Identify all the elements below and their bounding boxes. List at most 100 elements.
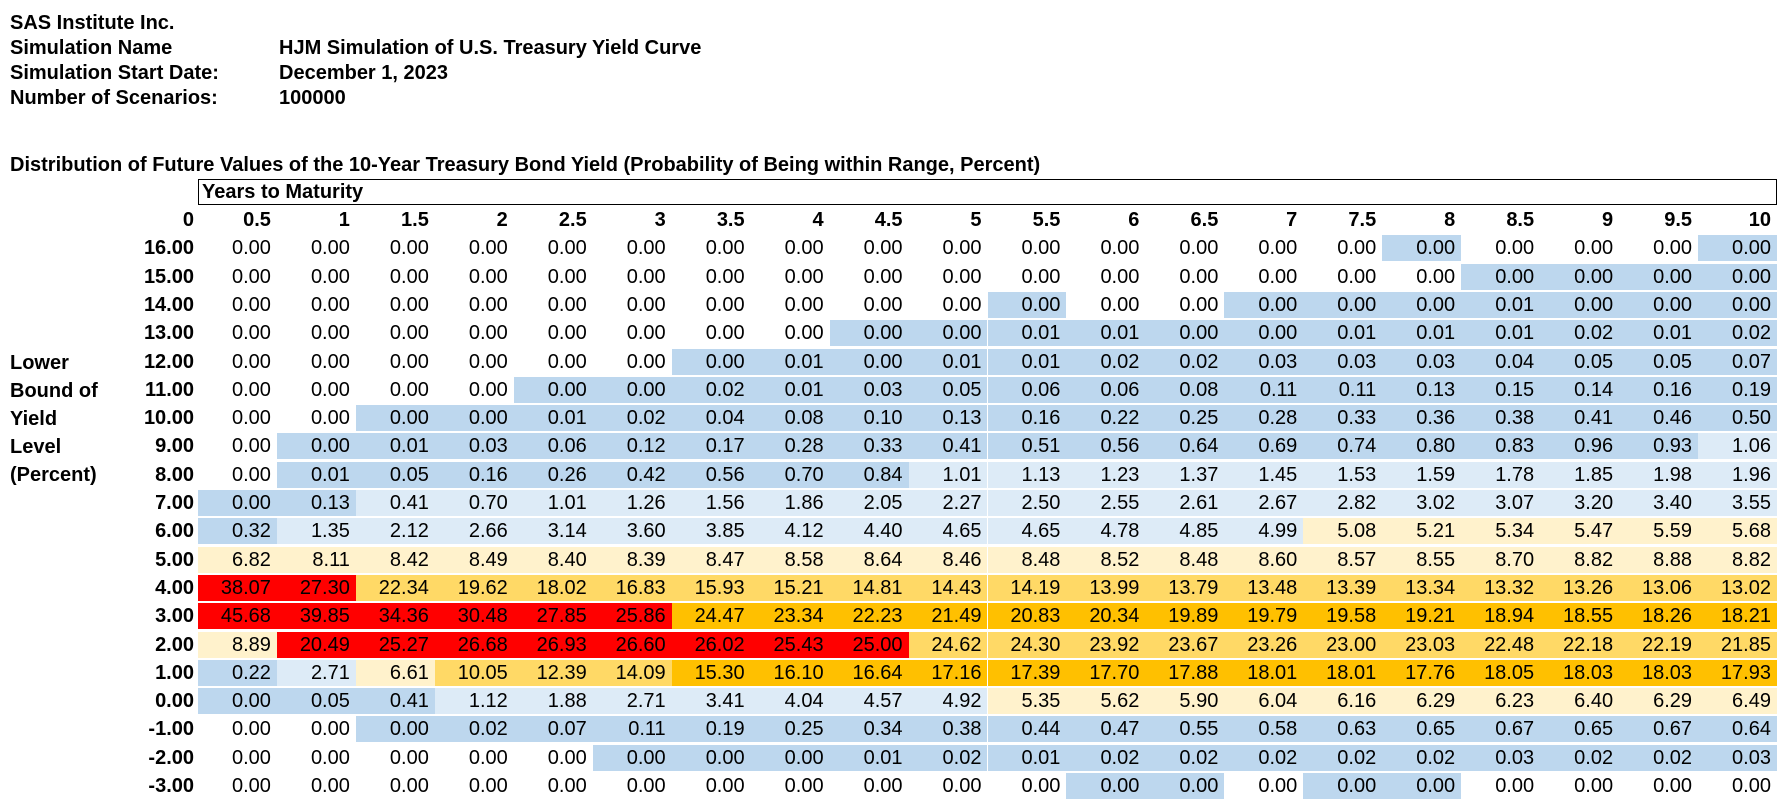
row-label: 5.00 bbox=[155, 548, 194, 571]
table-cell: 0.00 bbox=[671, 773, 751, 799]
table-cell: 0.00 bbox=[750, 773, 830, 799]
table-cell: 3.07 bbox=[1461, 490, 1541, 516]
simulation-name-value: HJM Simulation of U.S. Treasury Yield Cu… bbox=[279, 37, 702, 59]
table-cell: 0.06 bbox=[513, 433, 593, 460]
table-cell: 0.02 bbox=[671, 376, 751, 403]
table-cell: 0.00 bbox=[592, 263, 672, 290]
table-cell: 2.12 bbox=[355, 518, 435, 545]
row-axis-label-line: Yield bbox=[10, 408, 58, 430]
table-cell: 0.00 bbox=[1145, 263, 1225, 290]
table-cell: 0.69 bbox=[1224, 433, 1304, 460]
row-axis-label-line: Level bbox=[10, 436, 62, 458]
header-company: SAS Institute Inc. bbox=[10, 12, 175, 34]
table-cell: 12.39 bbox=[513, 659, 593, 686]
table-cell: 3.41 bbox=[671, 688, 751, 715]
table-cell: 8.70 bbox=[1461, 546, 1541, 573]
table-cell: 8.48 bbox=[987, 546, 1067, 573]
table-cell: 6.61 bbox=[355, 659, 435, 686]
table-cell: 0.00 bbox=[592, 744, 672, 771]
table-cell: 0.00 bbox=[750, 744, 830, 771]
column-header: 3 bbox=[654, 209, 666, 231]
table-cell: 0.00 bbox=[276, 433, 356, 460]
table-cell: 0.00 bbox=[987, 263, 1067, 290]
table-cell: 0.07 bbox=[1698, 348, 1777, 375]
row-label: 6.00 bbox=[155, 520, 194, 543]
column-header: 9 bbox=[1601, 209, 1614, 231]
row-axis-label-line: Lower bbox=[10, 352, 69, 374]
table-cell: 23.03 bbox=[1382, 631, 1462, 658]
table-cell: 0.22 bbox=[198, 659, 277, 686]
table-cell: 22.19 bbox=[1619, 631, 1699, 658]
table-cell: 15.93 bbox=[671, 574, 751, 601]
table-cell: 0.01 bbox=[1066, 320, 1146, 347]
table-cell: 16.10 bbox=[750, 659, 830, 686]
table-cell: 18.94 bbox=[1461, 603, 1541, 630]
table-cell: 0.41 bbox=[355, 490, 435, 516]
table-cell: 13.26 bbox=[1540, 574, 1620, 601]
row-label: 3.00 bbox=[155, 605, 194, 628]
table-cell: 0.19 bbox=[671, 716, 751, 743]
table-cell: 0.00 bbox=[1698, 235, 1777, 262]
table-cell: 0.04 bbox=[671, 405, 751, 432]
table-cell: 0.00 bbox=[987, 291, 1067, 318]
table-cell: 0.70 bbox=[434, 490, 514, 516]
table-cell: 0.00 bbox=[276, 291, 356, 318]
table-cell: 0.16 bbox=[434, 461, 514, 488]
table-cell: 22.48 bbox=[1461, 631, 1541, 658]
table-cell: 0.02 bbox=[434, 716, 514, 743]
table-cell: 1.35 bbox=[276, 518, 356, 545]
table-cell: 4.04 bbox=[750, 688, 830, 715]
table-cell: 13.06 bbox=[1619, 574, 1699, 601]
table-cell: 0.00 bbox=[355, 235, 435, 262]
table-cell: 0.00 bbox=[671, 263, 751, 290]
table-cell: 0.02 bbox=[1382, 744, 1462, 771]
table-cell: 0.00 bbox=[829, 348, 909, 375]
table-cell: 0.00 bbox=[829, 291, 909, 318]
table-cell: 0.00 bbox=[987, 235, 1067, 262]
table-cell: 0.00 bbox=[198, 744, 277, 771]
table-cell: 0.00 bbox=[198, 235, 277, 262]
table-cell: 20.49 bbox=[276, 631, 356, 658]
table-cell: 8.42 bbox=[355, 546, 435, 573]
table-cell: 1.06 bbox=[1698, 433, 1777, 460]
table-cell: 0.05 bbox=[276, 688, 356, 715]
start-date-label: Simulation Start Date: bbox=[10, 62, 219, 84]
table-cell: 0.44 bbox=[987, 716, 1067, 743]
row-label: 2.00 bbox=[155, 633, 194, 656]
table-cell: 0.00 bbox=[1540, 291, 1620, 318]
table-cell: 0.00 bbox=[671, 291, 751, 318]
table-cell: 25.00 bbox=[829, 631, 909, 658]
table-cell: 1.86 bbox=[750, 490, 830, 516]
row-label: 1.00 bbox=[155, 661, 194, 684]
table-cell: 0.00 bbox=[750, 291, 830, 318]
table-cell: 0.08 bbox=[750, 405, 830, 432]
table-cell: 5.59 bbox=[1619, 518, 1699, 545]
table-cell: 0.00 bbox=[513, 263, 593, 290]
table-cell: 24.47 bbox=[671, 603, 751, 630]
table-cell: 0.00 bbox=[750, 235, 830, 262]
table-cell: 2.50 bbox=[987, 490, 1067, 516]
table-cell: 8.11 bbox=[276, 546, 356, 573]
table-cell: 0.00 bbox=[1619, 291, 1699, 318]
column-header: 3.5 bbox=[716, 209, 745, 231]
table-cell: 3.20 bbox=[1540, 490, 1620, 516]
table-cell: 0.03 bbox=[1303, 348, 1383, 375]
table-cell: 6.04 bbox=[1224, 688, 1304, 715]
table-cell: 0.05 bbox=[1540, 348, 1620, 375]
table-cell: 0.13 bbox=[908, 405, 988, 432]
table-cell: 0.17 bbox=[671, 433, 751, 460]
table-cell: 8.57 bbox=[1303, 546, 1383, 573]
table-cell: 0.00 bbox=[592, 773, 672, 799]
table-cell: 0.34 bbox=[829, 716, 909, 743]
table-cell: 8.64 bbox=[829, 546, 909, 573]
table-cell: 16.83 bbox=[592, 574, 672, 601]
table-cell: 0.00 bbox=[198, 405, 277, 432]
table-cell: 0.01 bbox=[276, 461, 356, 488]
corner-label: 0 bbox=[182, 209, 194, 231]
table-cell: 0.00 bbox=[671, 744, 751, 771]
table-cell: 13.32 bbox=[1461, 574, 1541, 601]
table-cell: 5.90 bbox=[1145, 688, 1225, 715]
table-cell: 0.00 bbox=[1224, 235, 1304, 262]
row-label: -2.00 bbox=[148, 746, 194, 769]
table-cell: 0.00 bbox=[1540, 263, 1620, 290]
